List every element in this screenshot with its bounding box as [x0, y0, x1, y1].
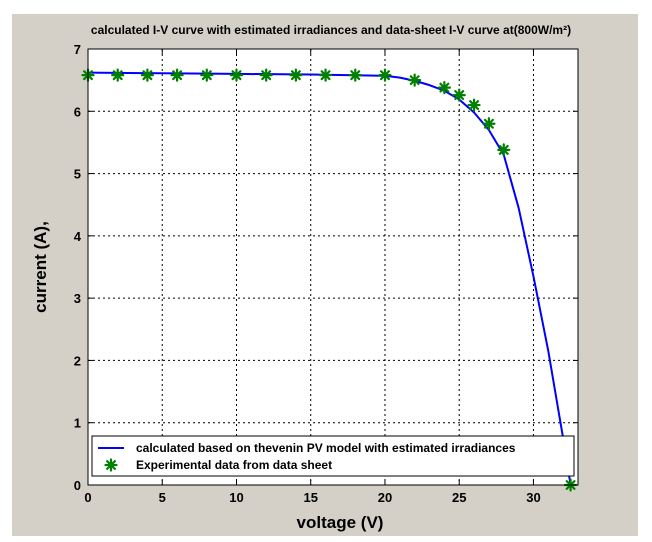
data-point-experimental [437, 81, 451, 95]
legend-entry-calculated: calculated based on thevenin PV model wi… [136, 441, 516, 455]
data-point-experimental [452, 88, 466, 102]
legend: calculated based on thevenin PV model wi… [91, 435, 575, 477]
data-point-experimental [111, 68, 125, 82]
plot-frame [87, 48, 579, 486]
data-point-experimental [467, 98, 481, 112]
data-point-experimental [140, 68, 154, 82]
figure-background: calculated I-V curve with estimated irra… [12, 14, 638, 536]
grid [88, 49, 578, 485]
data-point-experimental [482, 117, 496, 131]
x-tick-label: 0 [84, 490, 91, 505]
x-axis-label: voltage (V) [297, 513, 384, 532]
y-tick-label: 7 [74, 42, 81, 57]
y-tick-label: 0 [74, 478, 81, 493]
x-tick-label: 5 [159, 490, 166, 505]
data-point-experimental [408, 73, 422, 87]
x-tick-label: 10 [229, 490, 243, 505]
legend-entry-experimental: Experimental data from data sheet [136, 458, 332, 472]
data-point-experimental [378, 68, 392, 82]
x-tick-label: 30 [526, 490, 540, 505]
data-point-experimental [318, 68, 333, 82]
chart-title: calculated I-V curve with estimated irra… [91, 23, 571, 37]
iv-chart: calculated I-V curve with estimated irra… [31, 23, 579, 532]
x-tick-label: 20 [378, 490, 392, 505]
y-tick-label: 1 [74, 416, 81, 431]
legend-box [91, 435, 575, 477]
series-group [81, 68, 578, 492]
y-tick-label: 2 [74, 353, 81, 368]
data-point-experimental [348, 68, 362, 82]
y-tick-label: 3 [74, 291, 81, 306]
data-point-experimental [170, 68, 184, 82]
axis-ticks: 0 5 10 15 20 25 30 0 1 2 3 4 5 6 7 [74, 42, 578, 505]
x-tick-label: 25 [452, 490, 466, 505]
data-point-experimental [497, 143, 511, 157]
data-point-experimental [200, 68, 214, 82]
y-tick-label: 5 [74, 167, 81, 182]
y-axis-label: current (A), [31, 221, 50, 313]
y-tick-label: 6 [74, 104, 81, 119]
y-tick-label: 4 [74, 229, 82, 244]
plot-area [87, 48, 579, 486]
data-point-experimental [259, 68, 273, 82]
data-point-experimental [229, 68, 244, 82]
data-point-experimental [289, 68, 303, 82]
legend-marker-asterisk [104, 458, 118, 472]
legend-marker-swatch [104, 458, 118, 472]
x-tick-label: 15 [303, 490, 317, 505]
